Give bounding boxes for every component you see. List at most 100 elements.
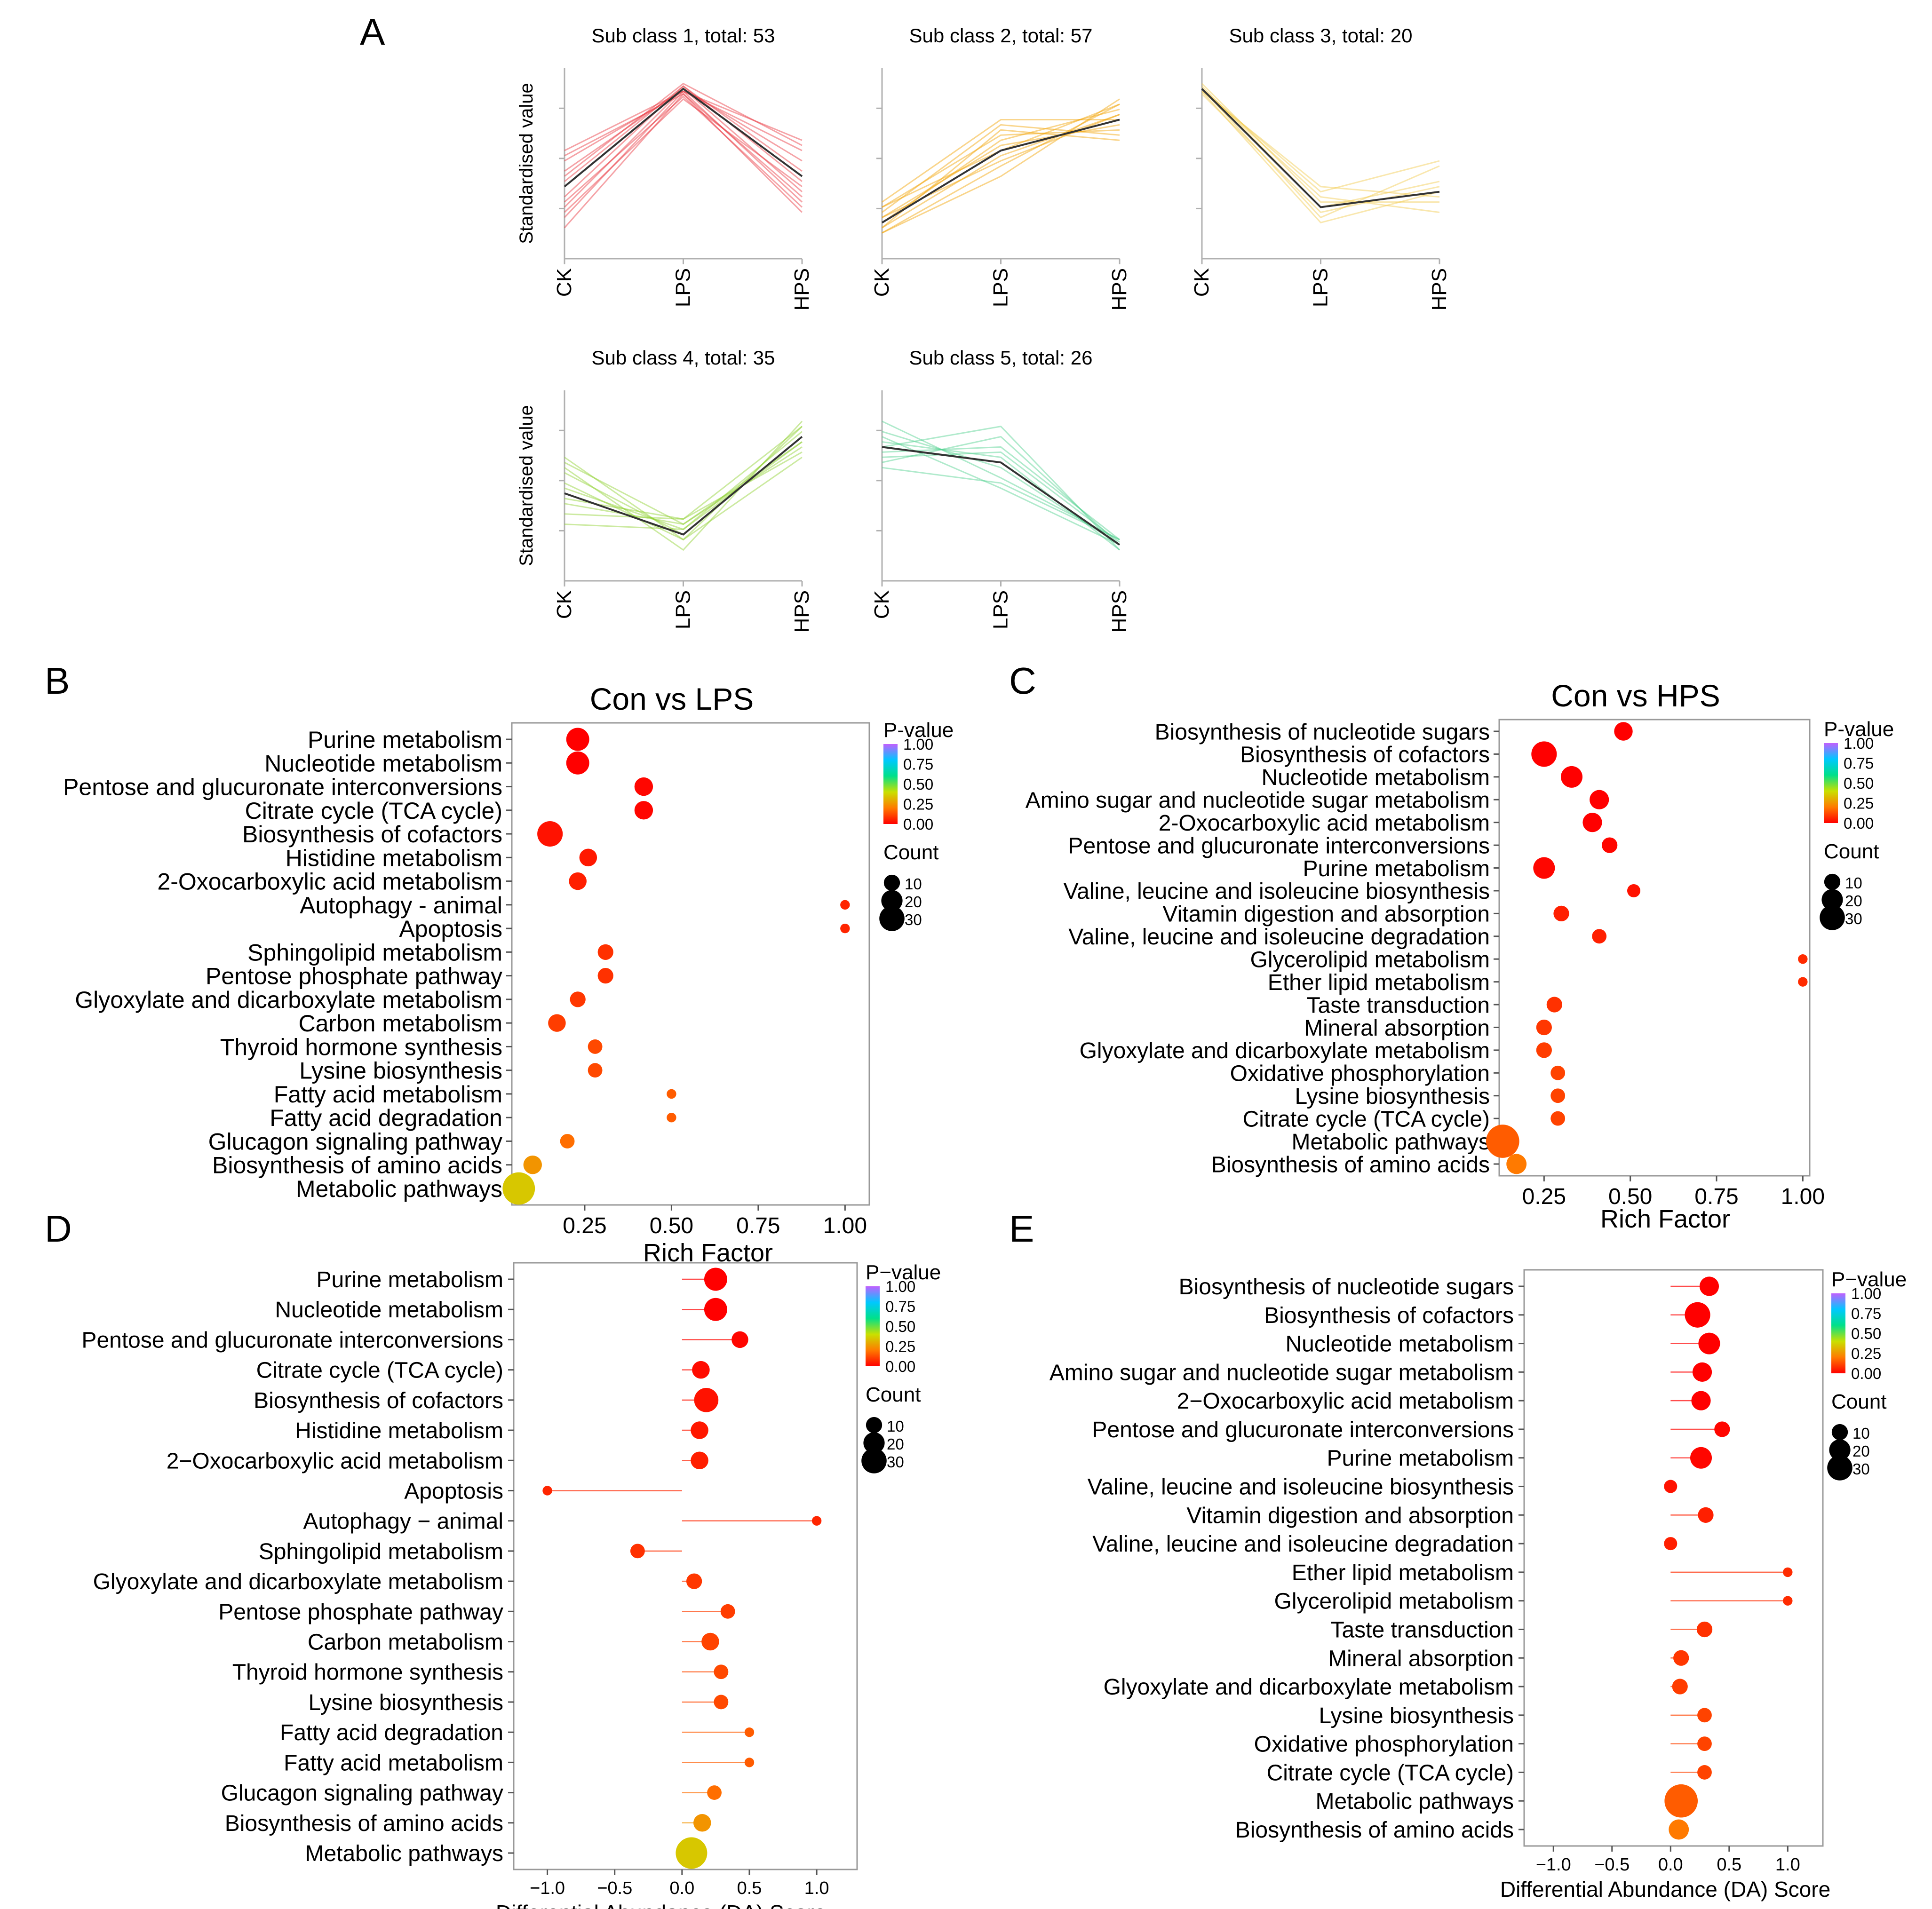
pathway-label-biosynthesis-of-amino-acids: Biosynthesis of amino acids — [1235, 1818, 1514, 1843]
lollipop-dot-mineral-absorption — [1673, 1650, 1689, 1666]
pathway-label-metabolic-pathways: Metabolic pathways — [296, 1176, 502, 1202]
pathway-label-autophagy-animal: Autophagy - animal — [300, 892, 502, 919]
plot-frame — [1498, 719, 1811, 1177]
bubble-2-oxocarboxylic-acid-metabolism — [569, 872, 587, 890]
bubble-pentose-phosphate-pathway — [597, 968, 613, 984]
legend-pvalue-tick: 0.50 — [1844, 775, 1874, 792]
pathway-label-metabolic-pathways: Metabolic pathways — [1291, 1130, 1490, 1155]
profile-line — [564, 441, 803, 531]
legend-count-tick: 10 — [1852, 1425, 1870, 1442]
profile-line — [882, 124, 1120, 218]
legend-count-tick: 30 — [1852, 1460, 1870, 1478]
y-axis-label: Standardised value — [516, 83, 537, 244]
x-axis-label: Differential Abundance (DA) Score — [496, 1901, 826, 1909]
profile-line — [564, 90, 803, 162]
legend-count-dot — [881, 890, 903, 911]
legend-pvalue-tick: 0.25 — [1844, 795, 1874, 812]
subclass-chart-2: Sub class 2, total: 57 CK LPS HPS — [870, 24, 1131, 310]
legend-count-tick: 30 — [1845, 910, 1862, 927]
pathway-label-ether-lipid-metabolism: Ether lipid metabolism — [1268, 970, 1490, 995]
legend-pvalue-tick: 0.25 — [903, 796, 933, 813]
profile-line — [564, 93, 803, 229]
lollipop-dot-nucleotide-metabolism — [704, 1298, 727, 1321]
x-tick-label: CK — [1190, 268, 1213, 297]
profile-line — [564, 85, 803, 182]
legend-count-tick: 10 — [887, 1418, 904, 1435]
pathway-label-purine-metabolism: Purine metabolism — [308, 727, 502, 753]
pathway-label-pentose-and-glucuronate-interconversions: Pentose and glucuronate interconversions — [1068, 833, 1490, 858]
panel-d-lollipop-chart: −1.0 −0.5 0.0 0.5 1.0 Differential Abundance … — [81, 1261, 941, 1909]
pathway-label-glyoxylate-and-dicarboxylate-metabolism: Glyoxylate and dicarboxylate metabolism — [1080, 1038, 1490, 1063]
pathway-label-biosynthesis-of-cofactors: Biosynthesis of cofactors — [254, 1388, 503, 1413]
pathway-label-citrate-cycle-tca-cycle: Citrate cycle (TCA cycle) — [245, 798, 502, 824]
pathway-label-nucleotide-metabolism: Nucleotide metabolism — [1285, 1332, 1514, 1357]
legend-count-tick: 30 — [887, 1453, 904, 1471]
pathway-label-valine-leucine-and-isoleucine-degradation: Valine, leucine and isoleucine degradati… — [1092, 1532, 1514, 1557]
lollipop-dot-thyroid-hormone-synthesis — [714, 1664, 729, 1679]
lollipop-dot-fatty-acid-metabolism — [744, 1758, 755, 1767]
pathway-label-2-oxocarboxylic-acid-metabolism: 2-Oxocarboxylic acid metabolism — [1159, 811, 1490, 836]
chart-title: Sub class 1, total: 53 — [592, 24, 775, 47]
x-tick-label: 1.00 — [1781, 1184, 1825, 1209]
pathway-label-biosynthesis-of-amino-acids: Biosynthesis of amino acids — [1211, 1152, 1490, 1177]
lollipop-dot-sphingolipid-metabolism — [630, 1544, 645, 1559]
bubble-metabolic-pathways — [502, 1172, 535, 1205]
pathway-label-biosynthesis-of-amino-acids: Biosynthesis of amino acids — [212, 1152, 502, 1179]
pathway-label-lysine-biosynthesis: Lysine biosynthesis — [1319, 1703, 1514, 1728]
x-tick-label: LPS — [672, 268, 695, 307]
profile-line — [882, 420, 1120, 540]
pathway-label-glyoxylate-and-dicarboxylate-metabolism: Glyoxylate and dicarboxylate metabolism — [75, 987, 502, 1013]
legend-pvalue-tick: 0.75 — [1851, 1305, 1881, 1323]
pathway-label-fatty-acid-degradation: Fatty acid degradation — [270, 1105, 502, 1131]
x-tick-label: 1.0 — [1775, 1855, 1800, 1875]
pathway-label-taste-transduction: Taste transduction — [1306, 993, 1490, 1018]
chart-title: Sub class 4, total: 35 — [592, 347, 775, 369]
bubble-mineral-absorption — [1536, 1019, 1552, 1036]
profile-line — [564, 446, 803, 525]
legend-count-dot — [866, 1417, 883, 1434]
pathway-label-biosynthesis-of-amino-acids: Biosynthesis of amino acids — [225, 1811, 503, 1836]
pathway-label-sphingolipid-metabolism: Sphingolipid metabolism — [259, 1539, 503, 1564]
profile-line — [564, 420, 803, 551]
legend-pvalue-tick: 0.75 — [903, 756, 933, 773]
x-tick-label: LPS — [989, 268, 1012, 307]
mean-line — [564, 436, 803, 536]
lollipop-dot-2-oxocarboxylic-acid-metabolism — [1691, 1391, 1711, 1410]
lollipop-dot-citrate-cycle-tca-cycle — [1697, 1765, 1712, 1780]
profile-line — [1201, 88, 1440, 219]
bubble-purine-metabolism — [566, 728, 589, 751]
profile-line — [1201, 91, 1440, 224]
bubble-biosynthesis-of-nucleotide-sugars — [1614, 722, 1633, 741]
x-tick-label: 0.25 — [1522, 1184, 1566, 1209]
x-tick-label: HPS — [790, 268, 813, 310]
chart-title: Sub class 3, total: 20 — [1229, 24, 1413, 47]
profile-line — [882, 426, 1121, 551]
pathway-label-oxidative-phosphorylation: Oxidative phosphorylation — [1254, 1732, 1514, 1757]
x-tick-label: CK — [553, 590, 576, 619]
pathway-label-mineral-absorption: Mineral absorption — [1328, 1646, 1514, 1671]
pathway-label-vitamin-digestion-and-absorption: Vitamin digestion and absorption — [1186, 1503, 1514, 1528]
bubble-lysine-biosynthesis — [588, 1063, 603, 1078]
pathway-label-pentose-and-glucuronate-interconversions: Pentose and glucuronate interconversions — [81, 1328, 503, 1353]
pathway-label-carbon-metabolism: Carbon metabolism — [298, 1010, 502, 1037]
bubble-apoptosis — [840, 923, 850, 934]
bubble-nucleotide-metabolism — [1560, 766, 1583, 788]
lollipop-dot-valine-leucine-and-isoleucine-degradation — [1664, 1537, 1678, 1551]
legend-pvalue-tick: 0.75 — [885, 1298, 915, 1315]
x-tick-label: 0.5 — [1717, 1855, 1741, 1875]
pathway-label-glyoxylate-and-dicarboxylate-metabolism: Glyoxylate and dicarboxylate metabolism — [1104, 1675, 1514, 1700]
x-tick-label: LPS — [989, 590, 1012, 629]
chart-title: Sub class 2, total: 57 — [909, 24, 1093, 47]
pathway-label-biosynthesis-of-cofactors: Biosynthesis of cofactors — [1264, 1303, 1514, 1328]
profile-line — [882, 467, 1120, 540]
panel-a-line-charts: Sub class 1, total: 53 CK LPS HPS Standardis… — [516, 24, 1451, 633]
pvalue-colorbar — [866, 1286, 880, 1366]
legend-pvalue-tick: 0.50 — [885, 1318, 915, 1335]
lollipop-dot-ether-lipid-metabolism — [1783, 1567, 1793, 1577]
lollipop-dot-histidine-metabolism — [691, 1421, 708, 1439]
legend-pvalue-tick: 0.00 — [903, 816, 933, 833]
legend-count-tick: 20 — [1845, 892, 1862, 910]
bubble-autophagy-animal — [840, 900, 850, 910]
legend-pvalue-tick: 0.50 — [1851, 1325, 1881, 1342]
